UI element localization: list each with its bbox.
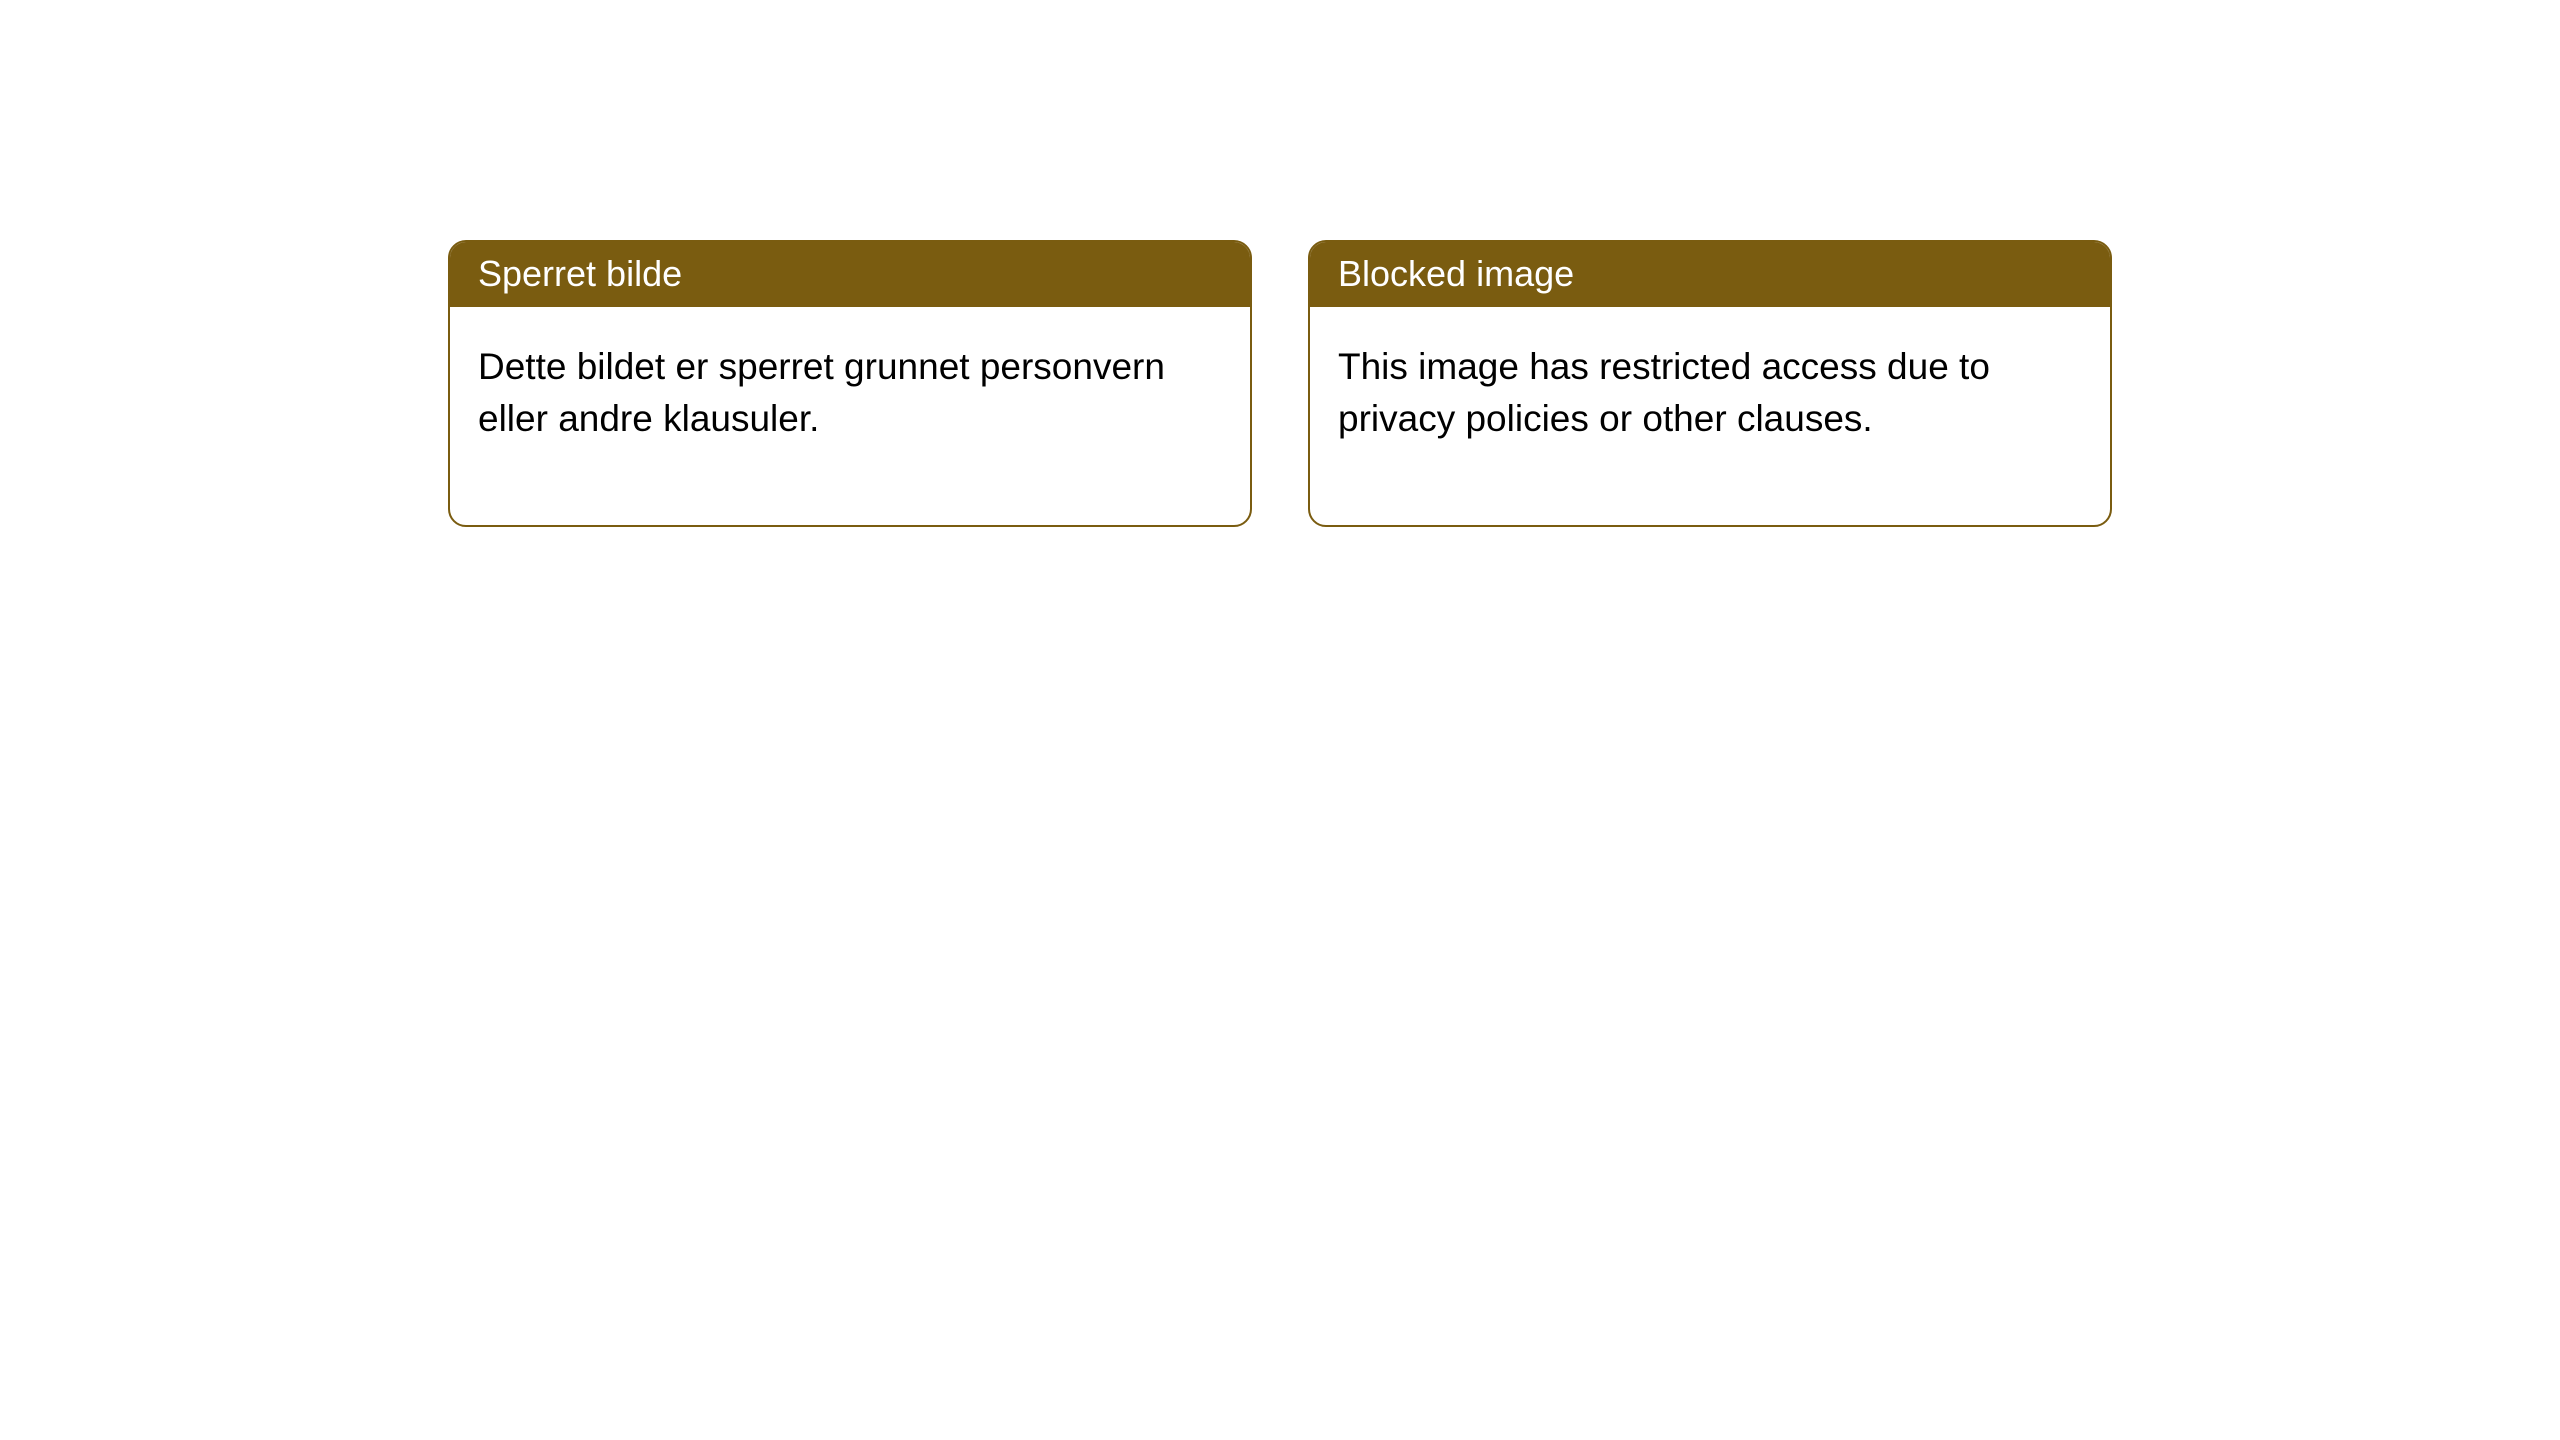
notice-title-norwegian: Sperret bilde [450,242,1250,307]
notice-container: Sperret bilde Dette bildet er sperret gr… [0,0,2560,527]
notice-card-norwegian: Sperret bilde Dette bildet er sperret gr… [448,240,1252,527]
notice-body-english: This image has restricted access due to … [1310,307,2110,525]
notice-card-english: Blocked image This image has restricted … [1308,240,2112,527]
notice-body-norwegian: Dette bildet er sperret grunnet personve… [450,307,1250,525]
notice-title-english: Blocked image [1310,242,2110,307]
